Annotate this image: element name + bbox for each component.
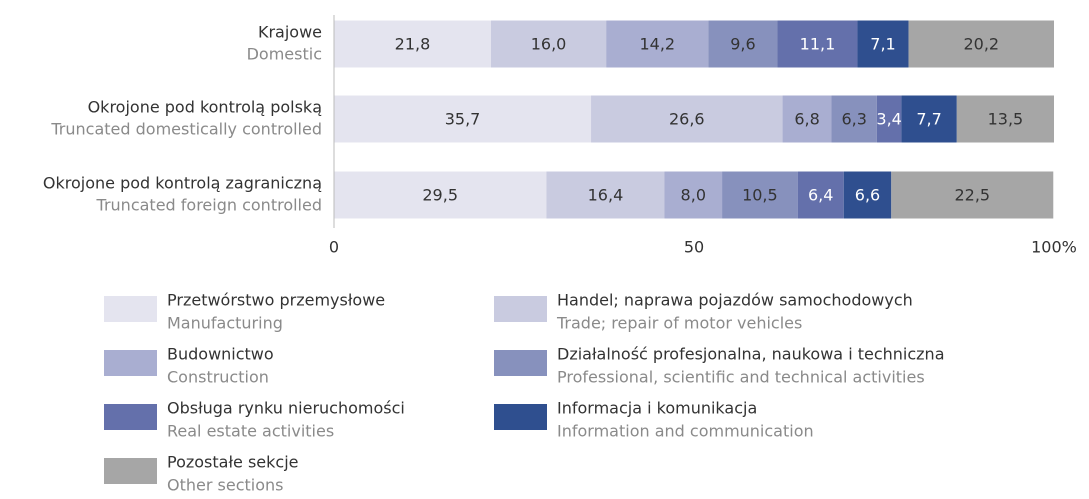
bar-segment	[908, 20, 1054, 68]
legend-swatch	[494, 404, 547, 430]
legend-label: Pozostałe sekcje	[167, 453, 298, 472]
category-label: Okrojone pod kontrolą polską	[88, 98, 322, 117]
bar-segment	[956, 95, 1054, 143]
value-label: 8,0	[681, 186, 706, 205]
legend-label-en: Construction	[167, 368, 269, 387]
bar-segment	[664, 171, 723, 219]
legend-swatch	[104, 296, 157, 322]
bar-segment	[546, 171, 665, 219]
legend-label-en: Other sections	[167, 476, 283, 495]
legend-swatch	[494, 350, 547, 376]
bar-segment	[490, 20, 607, 68]
value-label: 6,3	[841, 110, 866, 129]
value-label: 11,1	[800, 35, 836, 54]
bar-segment	[831, 95, 877, 143]
bar-segment	[606, 20, 709, 68]
x-tick-label: 0	[329, 238, 339, 257]
value-label: 6,6	[855, 186, 880, 205]
legend-label-en: Manufacturing	[167, 314, 283, 333]
value-label: 14,2	[639, 35, 675, 54]
legend-swatch	[104, 458, 157, 484]
value-label: 21,8	[395, 35, 431, 54]
value-label: 6,4	[808, 186, 833, 205]
legend-swatch	[104, 404, 157, 430]
legend-label-en: Information and communication	[557, 422, 814, 441]
value-label: 26,6	[669, 110, 705, 129]
value-label: 35,7	[445, 110, 481, 129]
bar-segment	[334, 171, 547, 219]
legend-label: Handel; naprawa pojazdów samochodowych	[557, 291, 913, 310]
bar-segment	[843, 171, 892, 219]
value-label: 22,5	[954, 186, 990, 205]
legend-swatch	[494, 296, 547, 322]
bar-segment	[334, 20, 491, 68]
bar-segment	[777, 20, 858, 68]
bar-segment	[708, 20, 778, 68]
legend-label-en: Professional, scientific and technical a…	[557, 368, 925, 387]
x-tick-label: 50	[684, 238, 704, 257]
bar-segment	[782, 95, 832, 143]
legend-label-en: Real estate activities	[167, 422, 334, 441]
legend-label-en: Trade; repair of motor vehicles	[556, 314, 802, 333]
category-label-en: Truncated domestically controlled	[50, 120, 322, 139]
bar-segment	[591, 95, 783, 143]
bar-segment	[334, 95, 592, 143]
bar-segment	[857, 20, 909, 68]
category-label: Krajowe	[258, 23, 322, 42]
value-label: 20,2	[963, 35, 999, 54]
bar-segment	[876, 95, 902, 143]
legend-swatch	[104, 350, 157, 376]
legend-label: Obsługa rynku nieruchomości	[167, 399, 405, 418]
category-label-en: Domestic	[247, 45, 322, 64]
value-label: 7,7	[916, 110, 941, 129]
legend-label: Budownictwo	[167, 345, 274, 364]
legend-label: Informacja i komunikacja	[557, 399, 757, 418]
bar-segment	[891, 171, 1054, 219]
value-label: 7,1	[870, 35, 895, 54]
value-label: 16,4	[588, 186, 624, 205]
bar-segment	[722, 171, 798, 219]
bar-segment	[797, 171, 844, 219]
category-label-en: Truncated foreign controlled	[96, 196, 322, 215]
value-label: 13,5	[988, 110, 1024, 129]
bar-segment	[901, 95, 957, 143]
value-label: 6,8	[794, 110, 819, 129]
x-tick-label: 100%	[1031, 238, 1077, 257]
value-label: 29,5	[422, 186, 458, 205]
legend-label: Przetwórstwo przemysłowe	[167, 291, 385, 310]
category-label: Okrojone pod kontrolą zagraniczną	[43, 174, 322, 193]
value-label: 3,4	[876, 110, 901, 129]
value-label: 10,5	[742, 186, 778, 205]
legend-label: Działalność profesjonalna, naukowa i tec…	[557, 345, 945, 364]
value-label: 16,0	[531, 35, 567, 54]
value-label: 9,6	[730, 35, 755, 54]
